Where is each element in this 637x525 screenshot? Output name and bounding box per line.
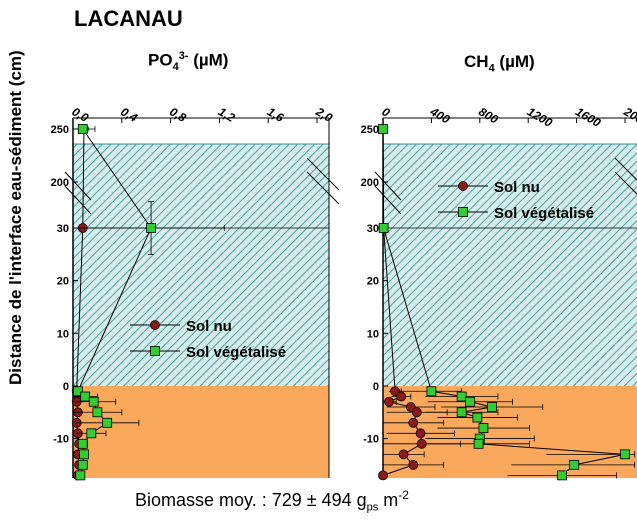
- data-point-sol-vegetalise: [103, 418, 112, 427]
- footer-sup: -2: [398, 488, 409, 502]
- y-tick-label: 250: [361, 124, 379, 136]
- y-tick-label: 20: [367, 276, 379, 288]
- data-point-sol-vegetalise: [427, 387, 436, 396]
- data-point-sol-nu: [397, 392, 406, 401]
- y-tick-label: 200: [361, 177, 379, 189]
- y-tick-label: 20: [57, 276, 69, 288]
- data-point-sol-nu: [417, 439, 426, 448]
- sediment-region: [73, 386, 329, 478]
- footer-sub: ps: [367, 502, 379, 514]
- y-tick-label: 10: [57, 328, 69, 340]
- data-point-sol-vegetalise: [87, 429, 96, 438]
- data-point-sol-nu: [409, 418, 418, 427]
- data-point-sol-nu: [416, 429, 425, 438]
- data-point-sol-vegetalise: [379, 125, 388, 134]
- legend-marker-sol-vegetalise: [459, 208, 468, 217]
- data-point-sol-vegetalise: [78, 125, 87, 134]
- legend-marker-sol-nu: [459, 182, 468, 191]
- x-tick-label: 800: [476, 104, 501, 126]
- data-point-sol-nu: [399, 450, 408, 459]
- legend-label: Sol végétalisé: [186, 344, 286, 361]
- legend-label: Sol végétalisé: [494, 205, 594, 222]
- x-tick-label: 2,0: [313, 104, 336, 125]
- data-point-sol-nu: [409, 460, 418, 469]
- data-point-sol-nu: [379, 471, 388, 480]
- data-point-sol-vegetalise: [89, 397, 98, 406]
- data-point-sol-vegetalise: [78, 439, 87, 448]
- data-point-sol-vegetalise: [457, 408, 466, 417]
- y-tick-label: 0: [373, 381, 379, 393]
- data-point-sol-vegetalise: [487, 403, 496, 412]
- data-point-sol-vegetalise: [93, 408, 102, 417]
- legend-label: Sol nu: [186, 318, 232, 335]
- biomass-footer: Biomasse moy. : 729 ± 494 gps m-2: [135, 488, 409, 514]
- data-point-sol-vegetalise: [570, 460, 579, 469]
- data-point-sol-vegetalise: [558, 471, 567, 480]
- data-point-sol-vegetalise: [473, 413, 482, 422]
- data-point-sol-vegetalise: [76, 471, 85, 480]
- x-tick-label: 1600: [573, 104, 603, 130]
- x-tick-label: 2000: [621, 104, 637, 130]
- data-point-sol-vegetalise: [78, 460, 87, 469]
- data-point-sol-nu: [385, 397, 394, 406]
- data-point-sol-vegetalise: [379, 224, 388, 233]
- x-tick-label: 1200: [525, 104, 555, 130]
- data-point-sol-vegetalise: [147, 224, 156, 233]
- data-point-sol-vegetalise: [474, 439, 483, 448]
- footer-unit: m: [378, 490, 398, 510]
- legend-marker-sol-nu: [151, 321, 160, 330]
- legend-marker-sol-vegetalise: [151, 347, 160, 356]
- data-point-sol-vegetalise: [479, 424, 488, 433]
- y-tick-label: 200: [51, 177, 69, 189]
- y-tick-label: 0: [63, 381, 69, 393]
- y-tick-label: -10: [53, 434, 69, 446]
- y-tick-label: 30: [57, 223, 69, 235]
- data-point-sol-vegetalise: [457, 392, 466, 401]
- data-point-sol-vegetalise: [466, 397, 475, 406]
- legend-label: Sol nu: [494, 179, 540, 196]
- y-tick-label: 10: [367, 328, 379, 340]
- data-point-sol-vegetalise: [81, 392, 90, 401]
- data-point-sol-vegetalise: [621, 450, 630, 459]
- data-point-sol-vegetalise: [79, 450, 88, 459]
- data-point-sol-nu: [412, 408, 421, 417]
- x-tick-label: 400: [427, 104, 452, 127]
- y-tick-label: 30: [367, 223, 379, 235]
- footer-text: Biomasse moy. : 729 ± 494 g: [135, 490, 367, 510]
- y-tick-label: -10: [363, 434, 379, 446]
- y-tick-label: 250: [51, 124, 69, 136]
